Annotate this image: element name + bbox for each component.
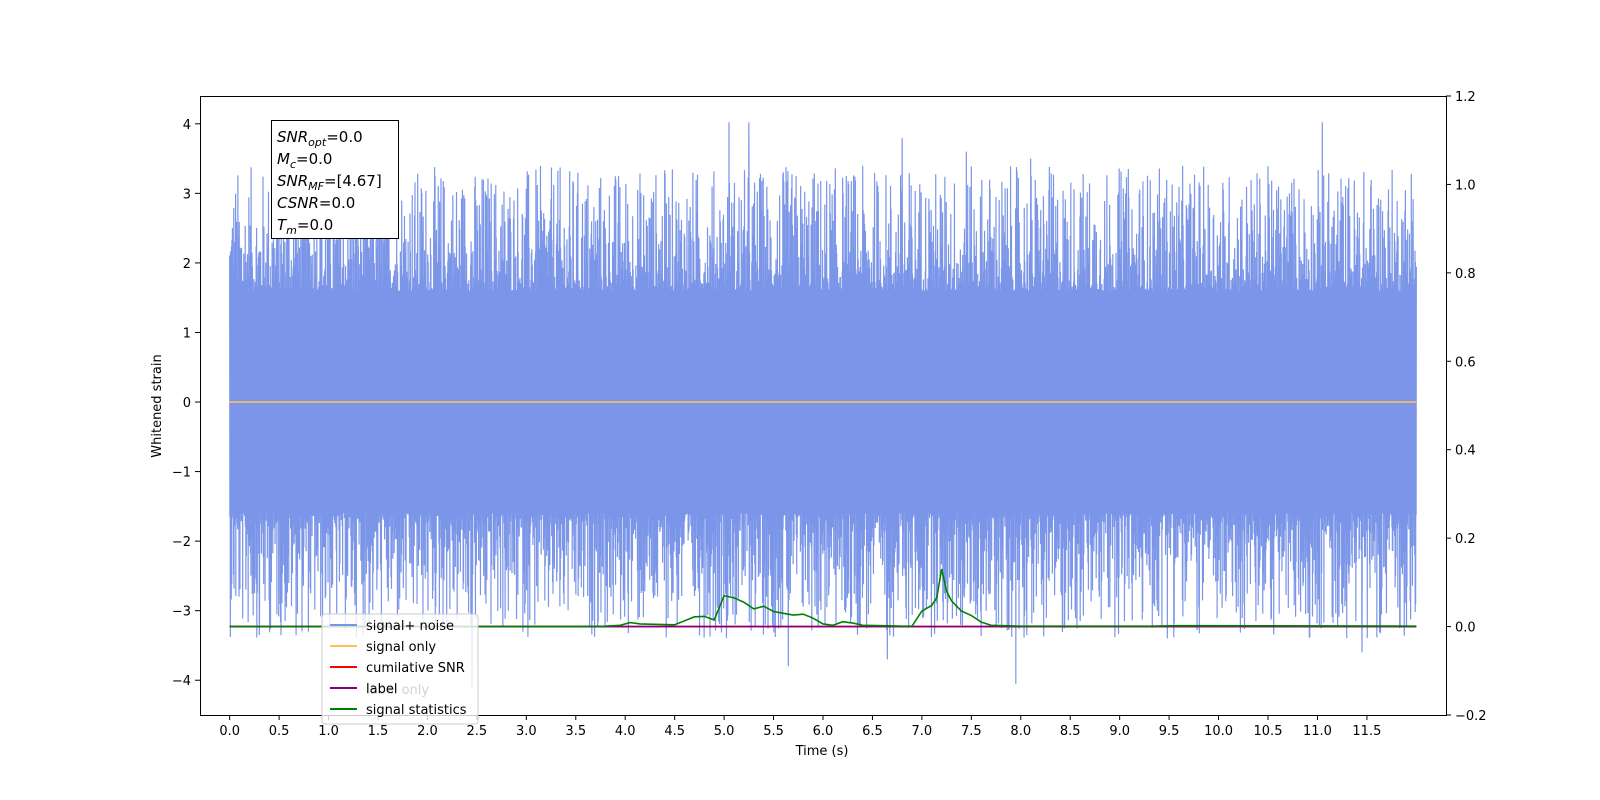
- x-tick-label: 4.5: [664, 724, 685, 739]
- x-tick-label: 7.0: [912, 724, 933, 739]
- x-tick-label: 5.5: [763, 724, 784, 739]
- x-tick-label: 3.0: [516, 724, 537, 739]
- y-right-tick-label: 0.8: [1455, 267, 1476, 282]
- legend-hidden-text: label only: [366, 683, 429, 698]
- x-tick-label: 11.5: [1352, 724, 1381, 739]
- y-right-tick-label: 0.4: [1455, 444, 1476, 459]
- x-axis: 0.0 0.5 1.0 1.5 2.0 2.5 3.0 3.5 4.0 4.5 5.0 5.5 6.0 6…: [219, 715, 1381, 739]
- x-tick-label: 8.5: [1060, 724, 1081, 739]
- y-axis-right: −0.2 0.0 0.2 0.4 0.6 0.8 1.0 1.2: [1446, 90, 1487, 724]
- legend-label-signal-noise: signal+ noise: [366, 619, 454, 634]
- x-tick-label: 0.0: [219, 724, 240, 739]
- x-tick-label: 4.0: [615, 724, 636, 739]
- y-right-tick-label: 0.2: [1455, 532, 1476, 547]
- x-tick-label: 8.0: [1010, 724, 1031, 739]
- x-tick-label: 5.0: [714, 724, 735, 739]
- y-axis-label: Whitened strain: [150, 354, 165, 457]
- legend-label-label: label: [366, 682, 397, 697]
- x-tick-label: 11.0: [1303, 724, 1332, 739]
- y-left-tick-label: 4: [183, 118, 191, 133]
- y-left-tick-label: −1: [172, 466, 191, 481]
- legend-label-signal-only: signal only: [366, 640, 436, 655]
- y-right-tick-label: 0.6: [1455, 355, 1476, 370]
- x-axis-label: Time (s): [795, 744, 849, 759]
- y-right-tick-label: −0.2: [1455, 709, 1487, 724]
- x-tick-label: 0.5: [269, 724, 290, 739]
- annotation-line: SNRopt=0.0: [277, 128, 363, 149]
- x-tick-label: 9.5: [1159, 724, 1180, 739]
- y-right-tick-label: 0.0: [1455, 621, 1476, 636]
- legend-label-signal-statistics: signal statistics: [366, 703, 467, 718]
- x-tick-label: 2.0: [417, 724, 438, 739]
- annotation-line: Mc=0.0: [277, 150, 332, 171]
- y-left-tick-label: 3: [183, 187, 191, 202]
- x-tick-label: 6.5: [862, 724, 883, 739]
- x-tick-label: 2.5: [467, 724, 488, 739]
- y-left-tick-label: −3: [172, 605, 191, 620]
- y-left-tick-label: 1: [183, 326, 191, 341]
- x-tick-label: 3.5: [565, 724, 586, 739]
- legend-frame: [321, 613, 479, 725]
- annotation-line: Tm=0.0: [277, 216, 333, 237]
- x-tick-label: 9.0: [1109, 724, 1130, 739]
- y-left-tick-label: −4: [172, 674, 191, 689]
- series-signal-statistics: [229, 568, 1417, 628]
- legend-label-cumilative-snr: cumilative SNR: [366, 661, 465, 676]
- x-tick-label: 7.5: [961, 724, 982, 739]
- annotation-line: SNRMF=[4.67]: [277, 172, 382, 193]
- series-signal-noise: [229, 122, 1417, 688]
- x-tick-label: 6.0: [813, 724, 834, 739]
- y-left-tick-label: 0: [183, 396, 191, 411]
- y-left-tick-label: 2: [183, 257, 191, 272]
- annotation-line: CSNR=0.0: [277, 194, 355, 212]
- x-tick-label: 1.0: [318, 724, 339, 739]
- y-right-tick-label: 1.2: [1455, 90, 1476, 105]
- y-right-tick-label: 1.0: [1455, 178, 1476, 193]
- x-tick-label: 1.5: [368, 724, 389, 739]
- y-left-tick-label: −2: [172, 535, 191, 550]
- x-tick-label: 10.0: [1204, 724, 1233, 739]
- y-axis-left: −4 −3 −2 −1 0 1 2 3 4: [172, 118, 200, 689]
- legend: label only signal+ noise signal only cumil…: [321, 613, 479, 725]
- x-tick-label: 10.5: [1254, 724, 1283, 739]
